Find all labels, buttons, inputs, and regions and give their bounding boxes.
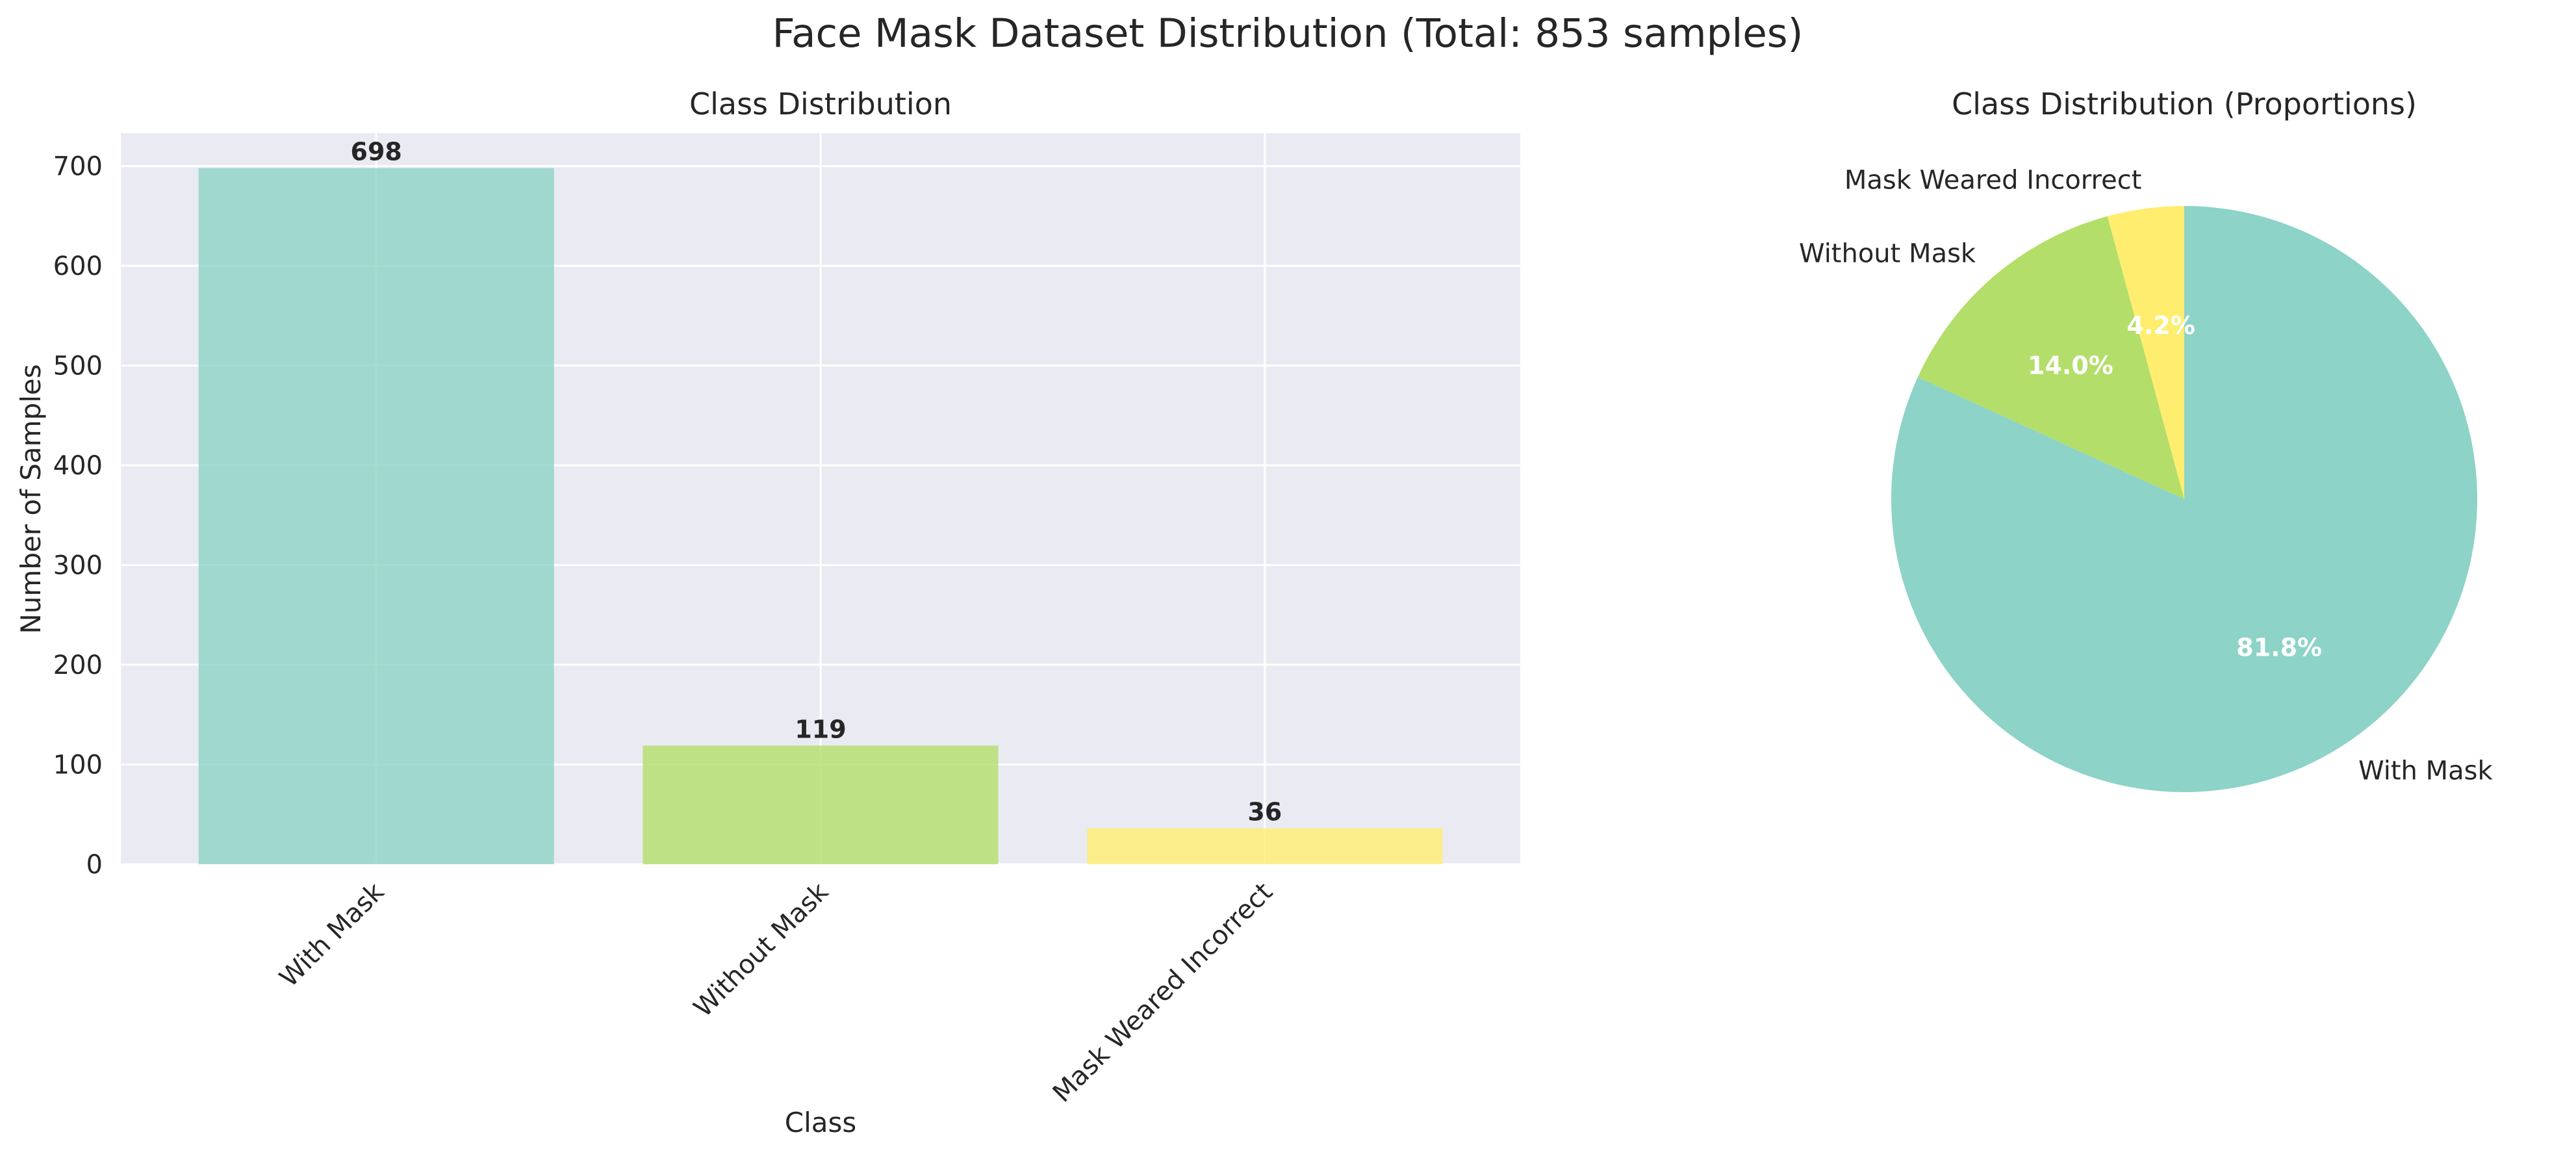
bar-with-mask [198, 168, 554, 865]
pie-chart: Class Distribution (Proportions) 81.8% Wi… [1799, 86, 2493, 793]
y-tick-label: 500 [53, 352, 103, 381]
pie-slice-label: With Mask [2358, 756, 2493, 786]
bar-chart: 698 119 36 0 100 200 300 400 500 600 700 With Mas… [15, 86, 1520, 1138]
y-tick-label: 400 [53, 451, 103, 481]
pie-slice-with-mask [1891, 206, 2477, 793]
y-axis-ticks: 0 100 200 300 400 500 600 700 [53, 152, 103, 880]
y-tick-label: 600 [53, 251, 103, 281]
y-tick-label: 0 [86, 850, 103, 880]
y-tick-label: 700 [53, 152, 103, 182]
pie-slice-without-mask [1917, 216, 2184, 499]
x-tick-label: With Mask [274, 877, 390, 993]
y-tick-label: 100 [53, 751, 103, 780]
pie-percent-label: 14.0% [2028, 352, 2113, 380]
x-tick-label: Without Mask [688, 877, 835, 1023]
pie-slice-label: Without Mask [1799, 239, 1976, 269]
bar-mask-weared-incorrect [1087, 828, 1443, 864]
pie-slice-mask-weared-incorrect [2107, 206, 2184, 499]
bar-without-mask [643, 745, 999, 864]
pie-slices [1891, 206, 2477, 793]
pie-slice-label: Mask Weared Incorrect [1844, 165, 2142, 195]
x-axis-label: Class [785, 1107, 857, 1138]
bar-value-labels: 698 119 36 [351, 138, 1282, 827]
bar-chart-title: Class Distribution [689, 86, 952, 122]
pie-labels: 81.8% With Mask 14.0% Without Mask 4.2% Mask … [1799, 165, 2493, 786]
pie-chart-title: Class Distribution (Proportions) [1952, 86, 2417, 122]
pie-percent-label: 4.2% [2127, 311, 2195, 340]
x-axis-ticks: With Mask Without Mask Mask Weared Incorre… [274, 877, 1279, 1109]
y-tick-label: 200 [53, 650, 103, 680]
figure-suptitle: Face Mask Dataset Distribution (Total: 8… [772, 10, 1804, 57]
y-axis-label: Number of Samples [15, 364, 47, 634]
bar-value-label: 698 [351, 138, 402, 166]
x-tick-label: Mask Weared Incorrect [1047, 877, 1279, 1109]
y-tick-label: 300 [53, 551, 103, 581]
bar-value-label: 36 [1247, 798, 1282, 827]
bar-value-label: 119 [795, 715, 846, 743]
pie-percent-label: 81.8% [2236, 634, 2322, 662]
bar-series [198, 168, 1443, 865]
